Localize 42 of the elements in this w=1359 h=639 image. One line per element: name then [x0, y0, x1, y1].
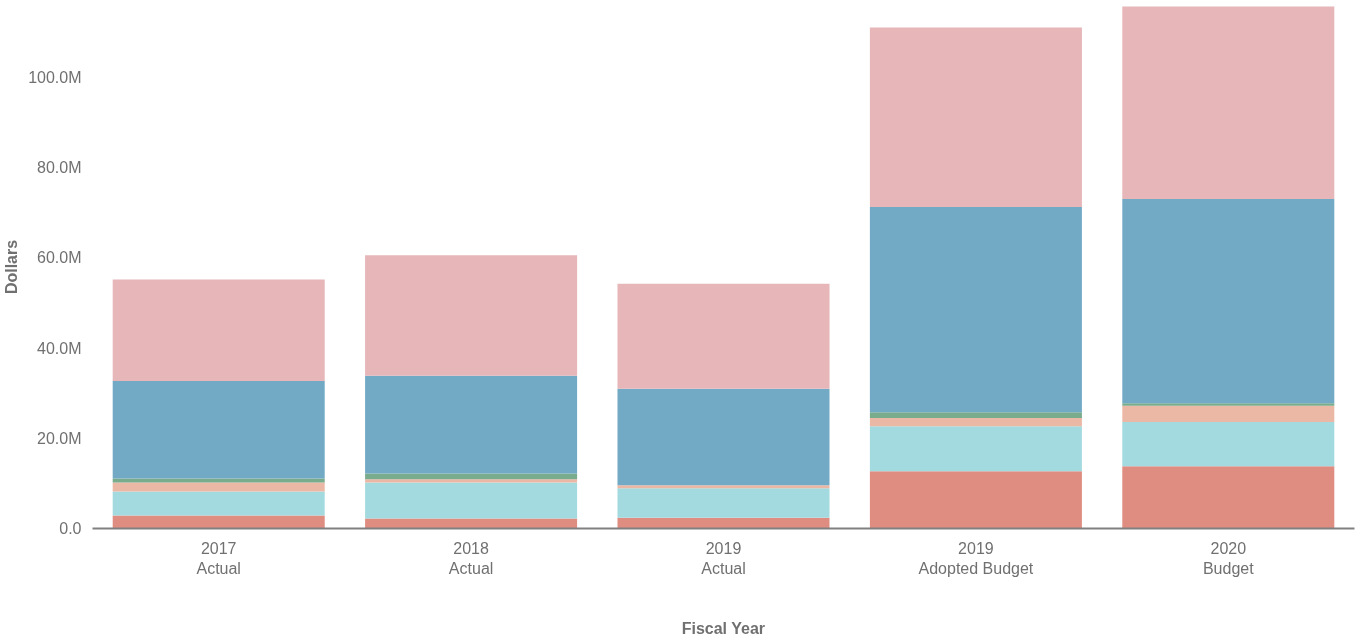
- x-tick-label: 2019 Actual: [701, 539, 746, 577]
- bar: [1122, 405, 1335, 423]
- bar: [112, 482, 325, 492]
- bar: [365, 482, 578, 519]
- bar: [1122, 6, 1335, 199]
- bar: [365, 473, 578, 480]
- bar: [869, 207, 1082, 413]
- bar: [112, 381, 325, 479]
- bar: [112, 491, 325, 516]
- bar: [112, 279, 325, 382]
- bar: [869, 418, 1082, 427]
- bar: [365, 479, 578, 483]
- y-tick-label: 80.0M: [37, 159, 82, 177]
- y-axis-title: Dollars: [3, 239, 21, 295]
- bar: [365, 375, 578, 474]
- bar: [869, 471, 1082, 529]
- y-tick-label: 100.0M: [28, 69, 82, 87]
- bar: [1122, 466, 1335, 529]
- x-axis-title: Fiscal Year: [681, 619, 766, 637]
- bar: [1122, 422, 1335, 467]
- bar: [617, 388, 830, 486]
- bar: [869, 27, 1082, 208]
- y-tick-label: 40.0M: [37, 339, 82, 357]
- bar: [869, 412, 1082, 419]
- bar: [365, 518, 578, 529]
- x-tick-label: 2019 Adopted Budget: [918, 539, 1034, 577]
- bar: [617, 283, 830, 389]
- y-tick-label: 20.0M: [37, 429, 82, 447]
- bar: [617, 488, 830, 518]
- bar: [869, 426, 1082, 472]
- y-tick-label: 60.0M: [37, 249, 82, 267]
- bar: [617, 517, 830, 529]
- bar: [112, 478, 325, 483]
- x-tick-label: 2020 Budget: [1202, 539, 1255, 577]
- x-tick-label: 2017 Actual: [196, 539, 241, 577]
- y-tick-label: 0.0: [59, 520, 82, 537]
- bar: [112, 515, 325, 529]
- bar: [617, 485, 830, 489]
- bar: [1122, 198, 1335, 404]
- x-tick-label: 2018 Actual: [448, 539, 494, 577]
- bar: [365, 255, 578, 376]
- bar: [1122, 403, 1335, 406]
